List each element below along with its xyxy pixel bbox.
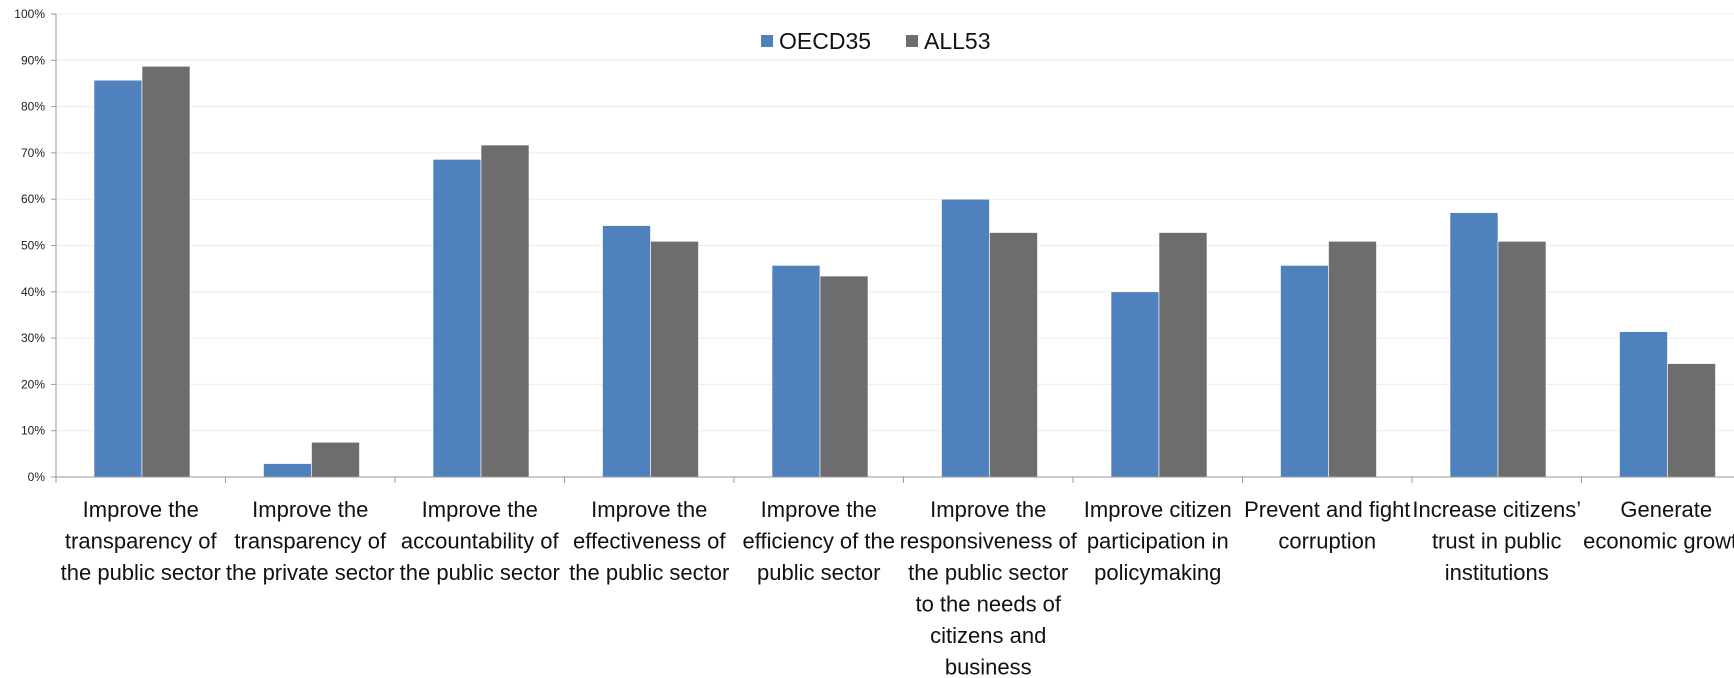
- bar-oecd35: [1449, 212, 1499, 478]
- bar-all53: [1497, 241, 1547, 478]
- bars: [93, 66, 1716, 478]
- bar-oecd35: [771, 265, 821, 478]
- bar-oecd35: [1280, 265, 1329, 478]
- legend-label-all53: ALL53: [924, 28, 991, 54]
- category-label: Improve the effectiveness of the public se…: [569, 497, 729, 585]
- bar-oecd35: [1619, 331, 1668, 478]
- category-label-line: Generate: [1620, 497, 1712, 522]
- category-label-line: business: [945, 655, 1032, 678]
- x-axis-ticks: [55, 477, 1582, 483]
- bar-oecd35: [263, 463, 312, 478]
- category-label: Generate economic growth: [1583, 497, 1734, 554]
- gridlines: [56, 13, 1734, 432]
- y-tick-label: 100%: [14, 7, 45, 21]
- category-label-line: Improve the: [761, 497, 877, 522]
- category-label-line: public sector: [757, 560, 881, 585]
- category-label-line: to the needs of: [915, 592, 1061, 617]
- category-label: Improve the responsiveness of the public s…: [900, 497, 1078, 678]
- bar-oecd35: [432, 159, 482, 478]
- category-label-line: the private sector: [226, 560, 395, 585]
- category-label: Improve the transparency of the public sec…: [61, 497, 221, 585]
- category-label-line: Increase citizens’: [1412, 497, 1581, 522]
- category-label: Improve citizen participation in policymak…: [1084, 497, 1232, 585]
- bar-all53: [650, 241, 699, 478]
- category-label-line: transparency of: [234, 529, 387, 554]
- category-label-line: Improve the: [422, 497, 538, 522]
- category-label-line: Improve the: [591, 497, 707, 522]
- category-label-line: Improve citizen: [1084, 497, 1232, 522]
- category-label-line: participation in: [1087, 529, 1229, 554]
- category-label-line: Prevent and fight: [1244, 497, 1410, 522]
- category-label-line: effectiveness of: [573, 529, 726, 554]
- category-label-line: the public sector: [400, 560, 560, 585]
- category-label-line: corruption: [1278, 529, 1376, 554]
- bar-all53: [1667, 363, 1716, 478]
- category-label-line: Improve the: [252, 497, 368, 522]
- y-axis-ticks: 0% 10% 20% 30% 40% 50% 60% 70% 80% 90% 100%: [14, 7, 56, 484]
- y-tick-label: 90%: [21, 53, 45, 67]
- y-tick-label: 10%: [21, 424, 45, 438]
- bar-oecd35: [602, 225, 651, 478]
- category-label-line: transparency of: [65, 529, 218, 554]
- bar-all53: [480, 144, 530, 478]
- category-label-line: accountability of: [401, 529, 560, 554]
- category-label-line: institutions: [1445, 560, 1549, 585]
- legend-swatch-all53: [906, 35, 918, 47]
- y-tick-label: 30%: [21, 331, 45, 345]
- category-label-line: trust in public: [1432, 529, 1562, 554]
- category-label-line: the public sector: [61, 560, 221, 585]
- bar-all53: [1158, 232, 1208, 478]
- y-tick-label: 70%: [21, 146, 45, 160]
- category-labels: Improve the transparency of the public sec…: [61, 497, 1734, 678]
- category-label-line: efficiency of the: [743, 529, 895, 554]
- category-label-line: policymaking: [1094, 560, 1221, 585]
- bar-all53: [819, 275, 869, 478]
- category-label-line: responsiveness of: [900, 529, 1078, 554]
- category-label-line: the public sector: [908, 560, 1068, 585]
- y-tick-label: 50%: [21, 239, 45, 253]
- category-label: Improve the accountability of the public s…: [400, 497, 560, 585]
- bar-all53: [311, 441, 360, 478]
- legend-label-oecd35: OECD35: [779, 28, 871, 54]
- category-label-line: Improve the: [930, 497, 1046, 522]
- category-label-line: the public sector: [569, 560, 729, 585]
- bar-oecd35: [1110, 291, 1160, 478]
- y-tick-label: 60%: [21, 192, 45, 206]
- legend: OECD35 ALL53: [761, 28, 991, 54]
- category-label-line: citizens and: [930, 623, 1046, 648]
- y-tick-label: 80%: [21, 100, 45, 114]
- category-label: Improve the transparency of the private se…: [226, 497, 395, 585]
- y-tick-label: 40%: [21, 285, 45, 299]
- y-tick-label: 0%: [28, 470, 46, 484]
- bar-all53: [141, 66, 191, 478]
- bar-oecd35: [941, 198, 990, 478]
- bar-all53: [1328, 241, 1377, 478]
- category-label: Improve the efficiency of the public secto…: [743, 497, 895, 585]
- y-tick-label: 20%: [21, 377, 45, 391]
- category-label-line: economic growth: [1583, 529, 1734, 554]
- category-label: Prevent and fight corruption: [1244, 497, 1410, 554]
- category-label-line: Improve the: [83, 497, 199, 522]
- bar-oecd35: [93, 79, 143, 478]
- category-label: Increase citizens’ trust in public institu…: [1412, 497, 1581, 585]
- bar-all53: [989, 232, 1038, 478]
- legend-swatch-oecd35: [761, 35, 773, 47]
